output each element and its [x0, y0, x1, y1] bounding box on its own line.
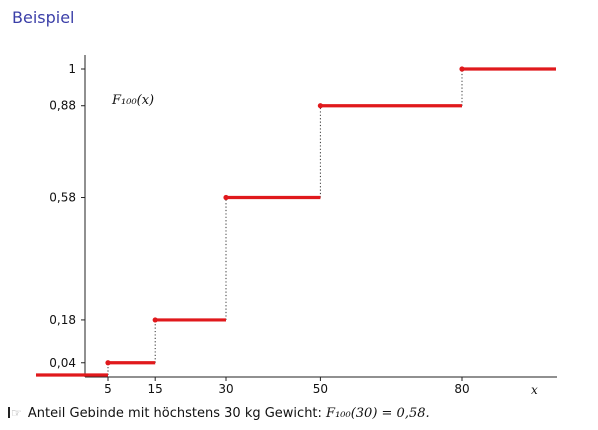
step-point: [223, 194, 229, 201]
x-tick-label: 15: [148, 382, 163, 396]
caption-text: Anteil Gebinde mit höchstens 30 kg Gewic…: [27, 406, 327, 421]
step-segments: [36, 67, 556, 377]
step-point: [459, 66, 465, 72]
slide-title: Beispiel: [12, 8, 75, 27]
step-points: [105, 66, 465, 366]
step-point: [105, 360, 111, 366]
y-tick-label: 0,18: [49, 313, 76, 327]
x-ticks: 5 15 30 50 80: [104, 377, 470, 396]
bullet-bar: [8, 407, 10, 418]
y-tick-label: 1: [68, 62, 76, 76]
pointing-hand-icon: ☞: [11, 406, 22, 420]
axes: [84, 55, 557, 378]
y-tick-label: 0,88: [49, 99, 76, 113]
step-chart: 0,04 0,18 0,58 0,88 1 5 15 30 50 80 F₁₀₀(x) x: [36, 55, 557, 397]
x-axis-label: x: [531, 383, 538, 397]
x-tick-label: 50: [313, 382, 328, 396]
caption-formula: F₁₀₀(30) = 0,58.: [326, 406, 430, 421]
jump-lines: [107, 69, 463, 375]
x-tick-label: 30: [218, 382, 233, 396]
y-tick-label: 0,58: [49, 191, 76, 205]
y-tick-label: 0,04: [49, 356, 76, 370]
y-ticks: 0,04 0,18 0,58 0,88 1: [49, 62, 85, 370]
step-point: [317, 103, 323, 109]
x-tick-label: 5: [104, 382, 112, 396]
step-point: [152, 317, 158, 323]
function-label: F₁₀₀(x): [111, 93, 154, 108]
x-tick-label: 80: [454, 382, 469, 396]
caption: ☞ Anteil Gebinde mit höchstens 30 kg Gew…: [8, 406, 430, 421]
